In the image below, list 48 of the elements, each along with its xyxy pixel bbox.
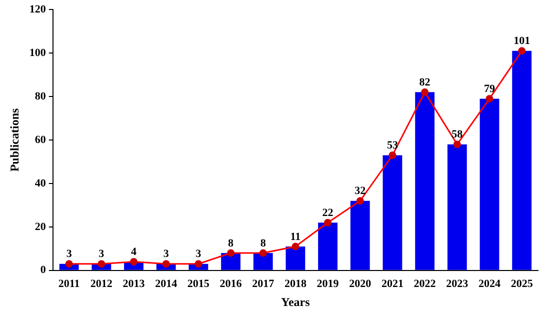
bar <box>512 50 532 270</box>
data-label: 8 <box>228 237 234 250</box>
x-axis-title: Years <box>281 294 310 309</box>
x-tick-label: 2013 <box>122 278 146 290</box>
x-tick-label: 2019 <box>316 278 340 290</box>
y-axis-title: Publications <box>7 108 22 172</box>
data-label: 3 <box>196 248 202 260</box>
y-tick-label: 60 <box>34 134 46 146</box>
bar <box>480 98 500 270</box>
bar <box>447 144 467 270</box>
data-label: 79 <box>484 83 496 96</box>
y-tick-label: 40 <box>34 177 46 190</box>
x-tick-label: 2018 <box>284 278 307 290</box>
bar <box>382 155 402 270</box>
x-tick-label: 2024 <box>478 278 501 290</box>
bar <box>253 253 273 270</box>
bar <box>415 92 435 270</box>
data-label: 3 <box>163 248 170 260</box>
x-tick-label: 2016 <box>220 278 242 290</box>
y-tick-label: 20 <box>34 220 46 233</box>
data-label: 101 <box>514 35 530 48</box>
data-label: 4 <box>131 246 137 258</box>
data-label: 3 <box>98 248 105 260</box>
bar <box>318 222 338 270</box>
data-label: 22 <box>322 206 334 219</box>
y-tick-label: 100 <box>29 46 46 59</box>
y-tick-label: 0 <box>40 264 46 276</box>
bar <box>286 246 306 270</box>
data-label: 8 <box>260 237 266 250</box>
bar <box>350 200 370 270</box>
x-tick-label: 2023 <box>446 278 469 290</box>
data-label: 32 <box>354 185 366 198</box>
data-label: 82 <box>419 76 431 89</box>
data-label: 53 <box>386 140 398 152</box>
y-tick-label: 80 <box>34 90 46 102</box>
x-tick-label: 2021 <box>381 278 404 290</box>
x-tick-label: 2017 <box>252 278 275 290</box>
data-label: 11 <box>290 230 301 243</box>
data-label: 3 <box>66 248 72 260</box>
x-tick-label: 2015 <box>187 278 210 290</box>
x-tick-label: 2025 <box>510 278 534 290</box>
x-tick-label: 2014 <box>155 278 178 290</box>
data-label: 58 <box>452 128 464 141</box>
x-tick-label: 2020 <box>349 278 372 290</box>
y-tick-label: 120 <box>29 3 46 16</box>
x-tick-label: 2011 <box>58 278 80 290</box>
x-tick-label: 2012 <box>90 278 113 290</box>
x-tick-label: 2022 <box>414 278 436 290</box>
